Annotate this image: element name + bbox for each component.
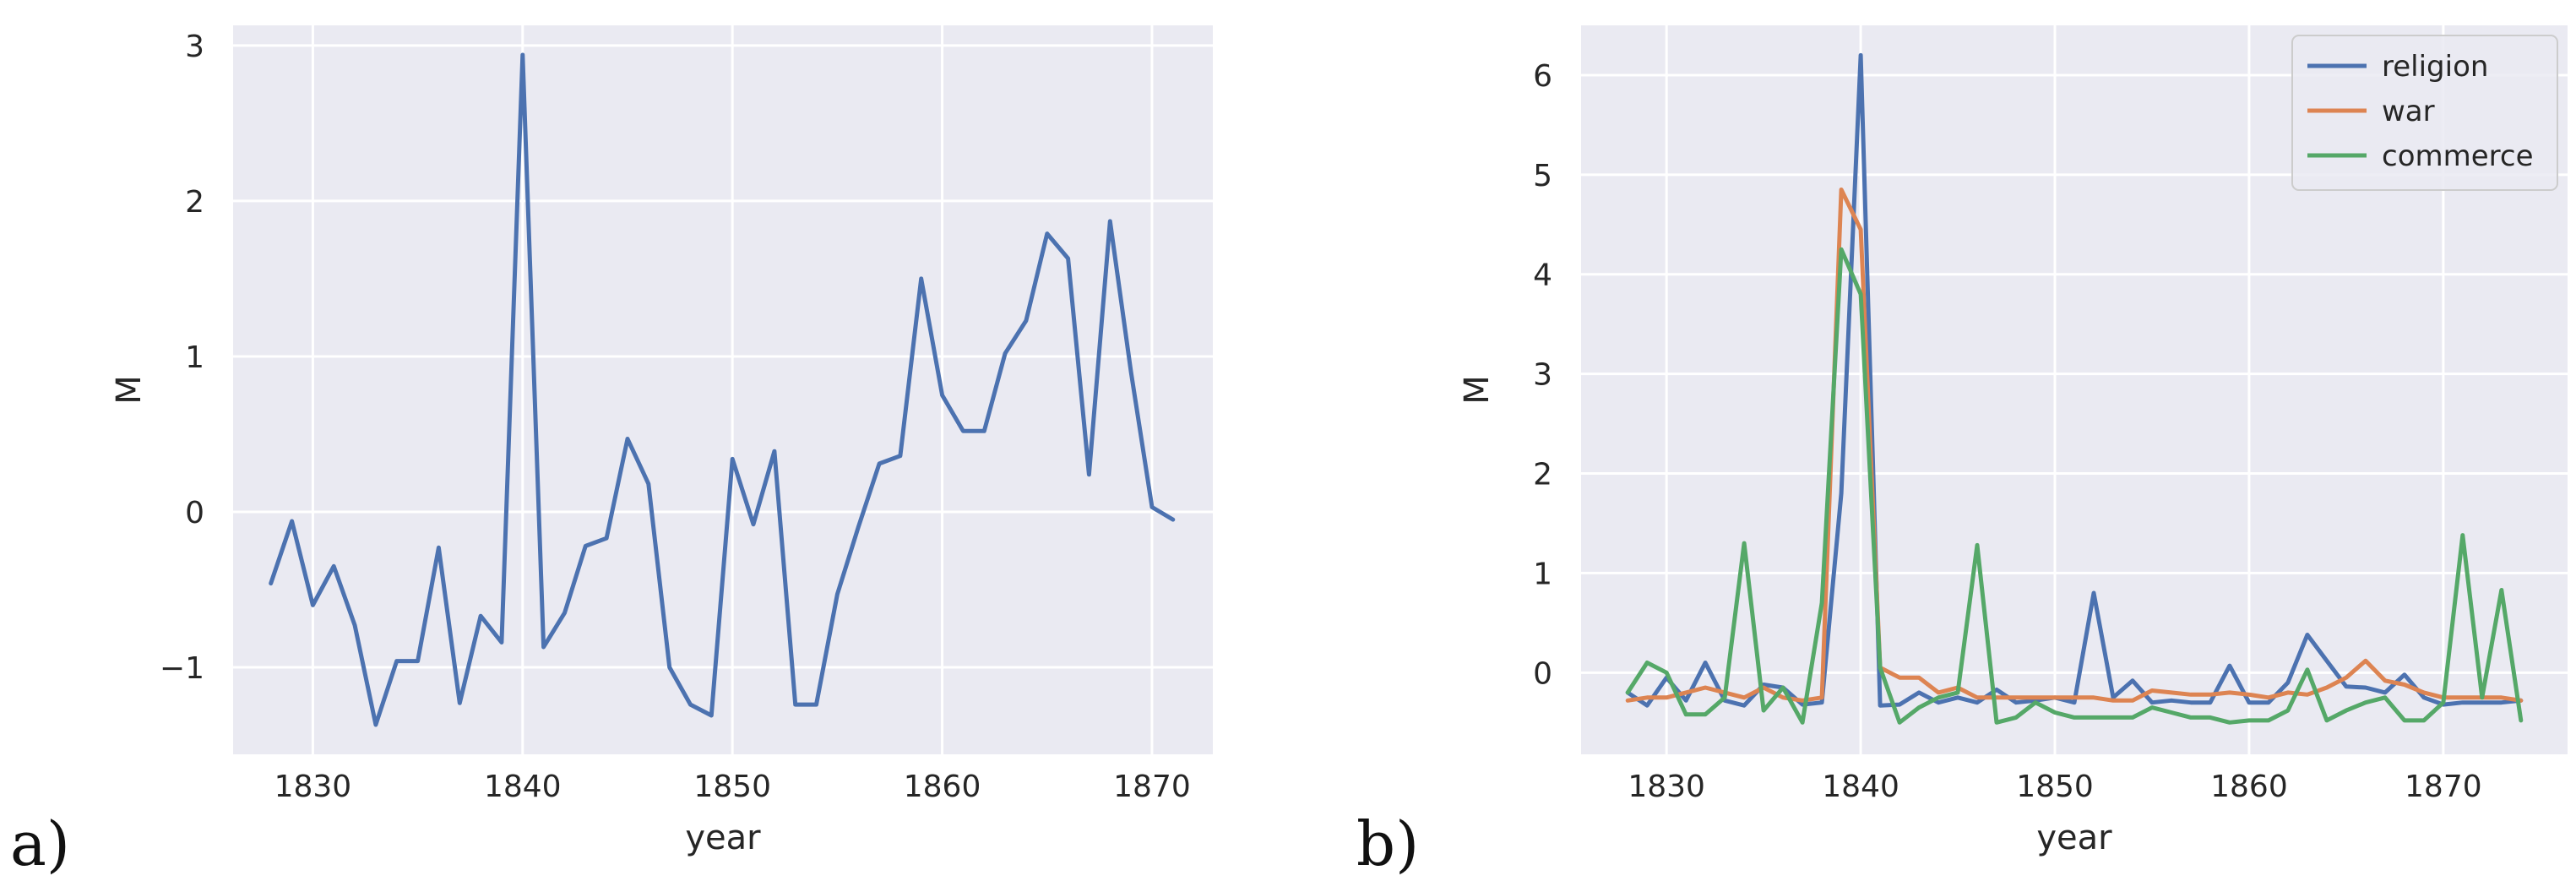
y-axis-label-b: M [1458,375,1497,405]
chart-panel-a: 1830 1840 1850 1860 1870 −1 0 1 2 3 year M [110,25,1213,857]
x-tick-label: 1840 [1822,770,1899,804]
y-tick-label: 1 [1533,557,1552,591]
plot-area-a [233,25,1213,754]
series-line-commerce [1625,247,2524,725]
y-tick-label: 3 [185,30,204,64]
chart-panel-b: 1830 1840 1850 1860 1870 0 1 2 3 4 5 6 year M relig… [1458,25,2568,857]
x-tick-label: 1870 [2405,770,2482,804]
x-axis-label-b: year [2036,819,2112,857]
y-tick-label: 6 [1533,59,1552,94]
y-tick-label: −1 [160,651,204,686]
x-tick-label: 1830 [1628,770,1705,804]
series-line-religion [1625,52,2524,708]
x-tick-label: 1860 [2210,770,2288,804]
y-tick-label: 5 [1533,159,1552,193]
y-tick-label: 3 [1533,358,1552,393]
legend-entry: commerce [2382,139,2534,173]
x-tick-label: 1850 [693,770,771,804]
legend-box [2291,35,2558,191]
y-tick-label: 2 [1533,458,1552,492]
panel-label-b: b) [1356,808,1419,879]
tick-labels-b: 1830 1840 1850 1860 1870 0 1 2 3 4 5 6 [1533,59,2482,804]
x-tick-label: 1860 [904,770,981,804]
legend-entry: war [2382,95,2435,128]
legend: religion war commerce [2291,35,2558,191]
x-tick-label: 1840 [484,770,562,804]
x-tick-label: 1870 [1113,770,1191,804]
series-line-series-0 [269,52,1176,727]
y-tick-label: 0 [1533,656,1552,691]
y-tick-label: 0 [185,496,204,530]
series-lines-b [1625,52,2524,725]
y-tick-label: 2 [185,185,204,220]
y-tick-label: 4 [1533,258,1552,293]
legend-entry: religion [2382,50,2488,84]
series-lines-a [269,52,1176,727]
x-axis-label-a: year [685,819,761,857]
x-tick-label: 1850 [2016,770,2094,804]
panel-label-a: a) [10,808,70,879]
tick-labels-a: 1830 1840 1850 1860 1870 −1 0 1 2 3 [160,30,1191,804]
y-axis-label-a: M [110,375,149,405]
x-tick-label: 1830 [274,770,352,804]
y-tick-label: 1 [185,340,204,375]
